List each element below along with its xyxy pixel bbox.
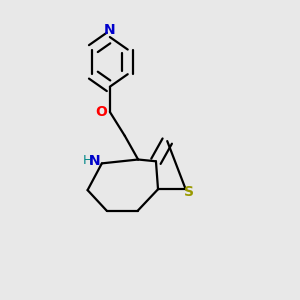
Text: S: S bbox=[184, 184, 194, 199]
Text: N: N bbox=[88, 154, 100, 168]
Text: N: N bbox=[104, 22, 116, 37]
Text: O: O bbox=[95, 105, 107, 119]
Text: H: H bbox=[82, 154, 92, 167]
